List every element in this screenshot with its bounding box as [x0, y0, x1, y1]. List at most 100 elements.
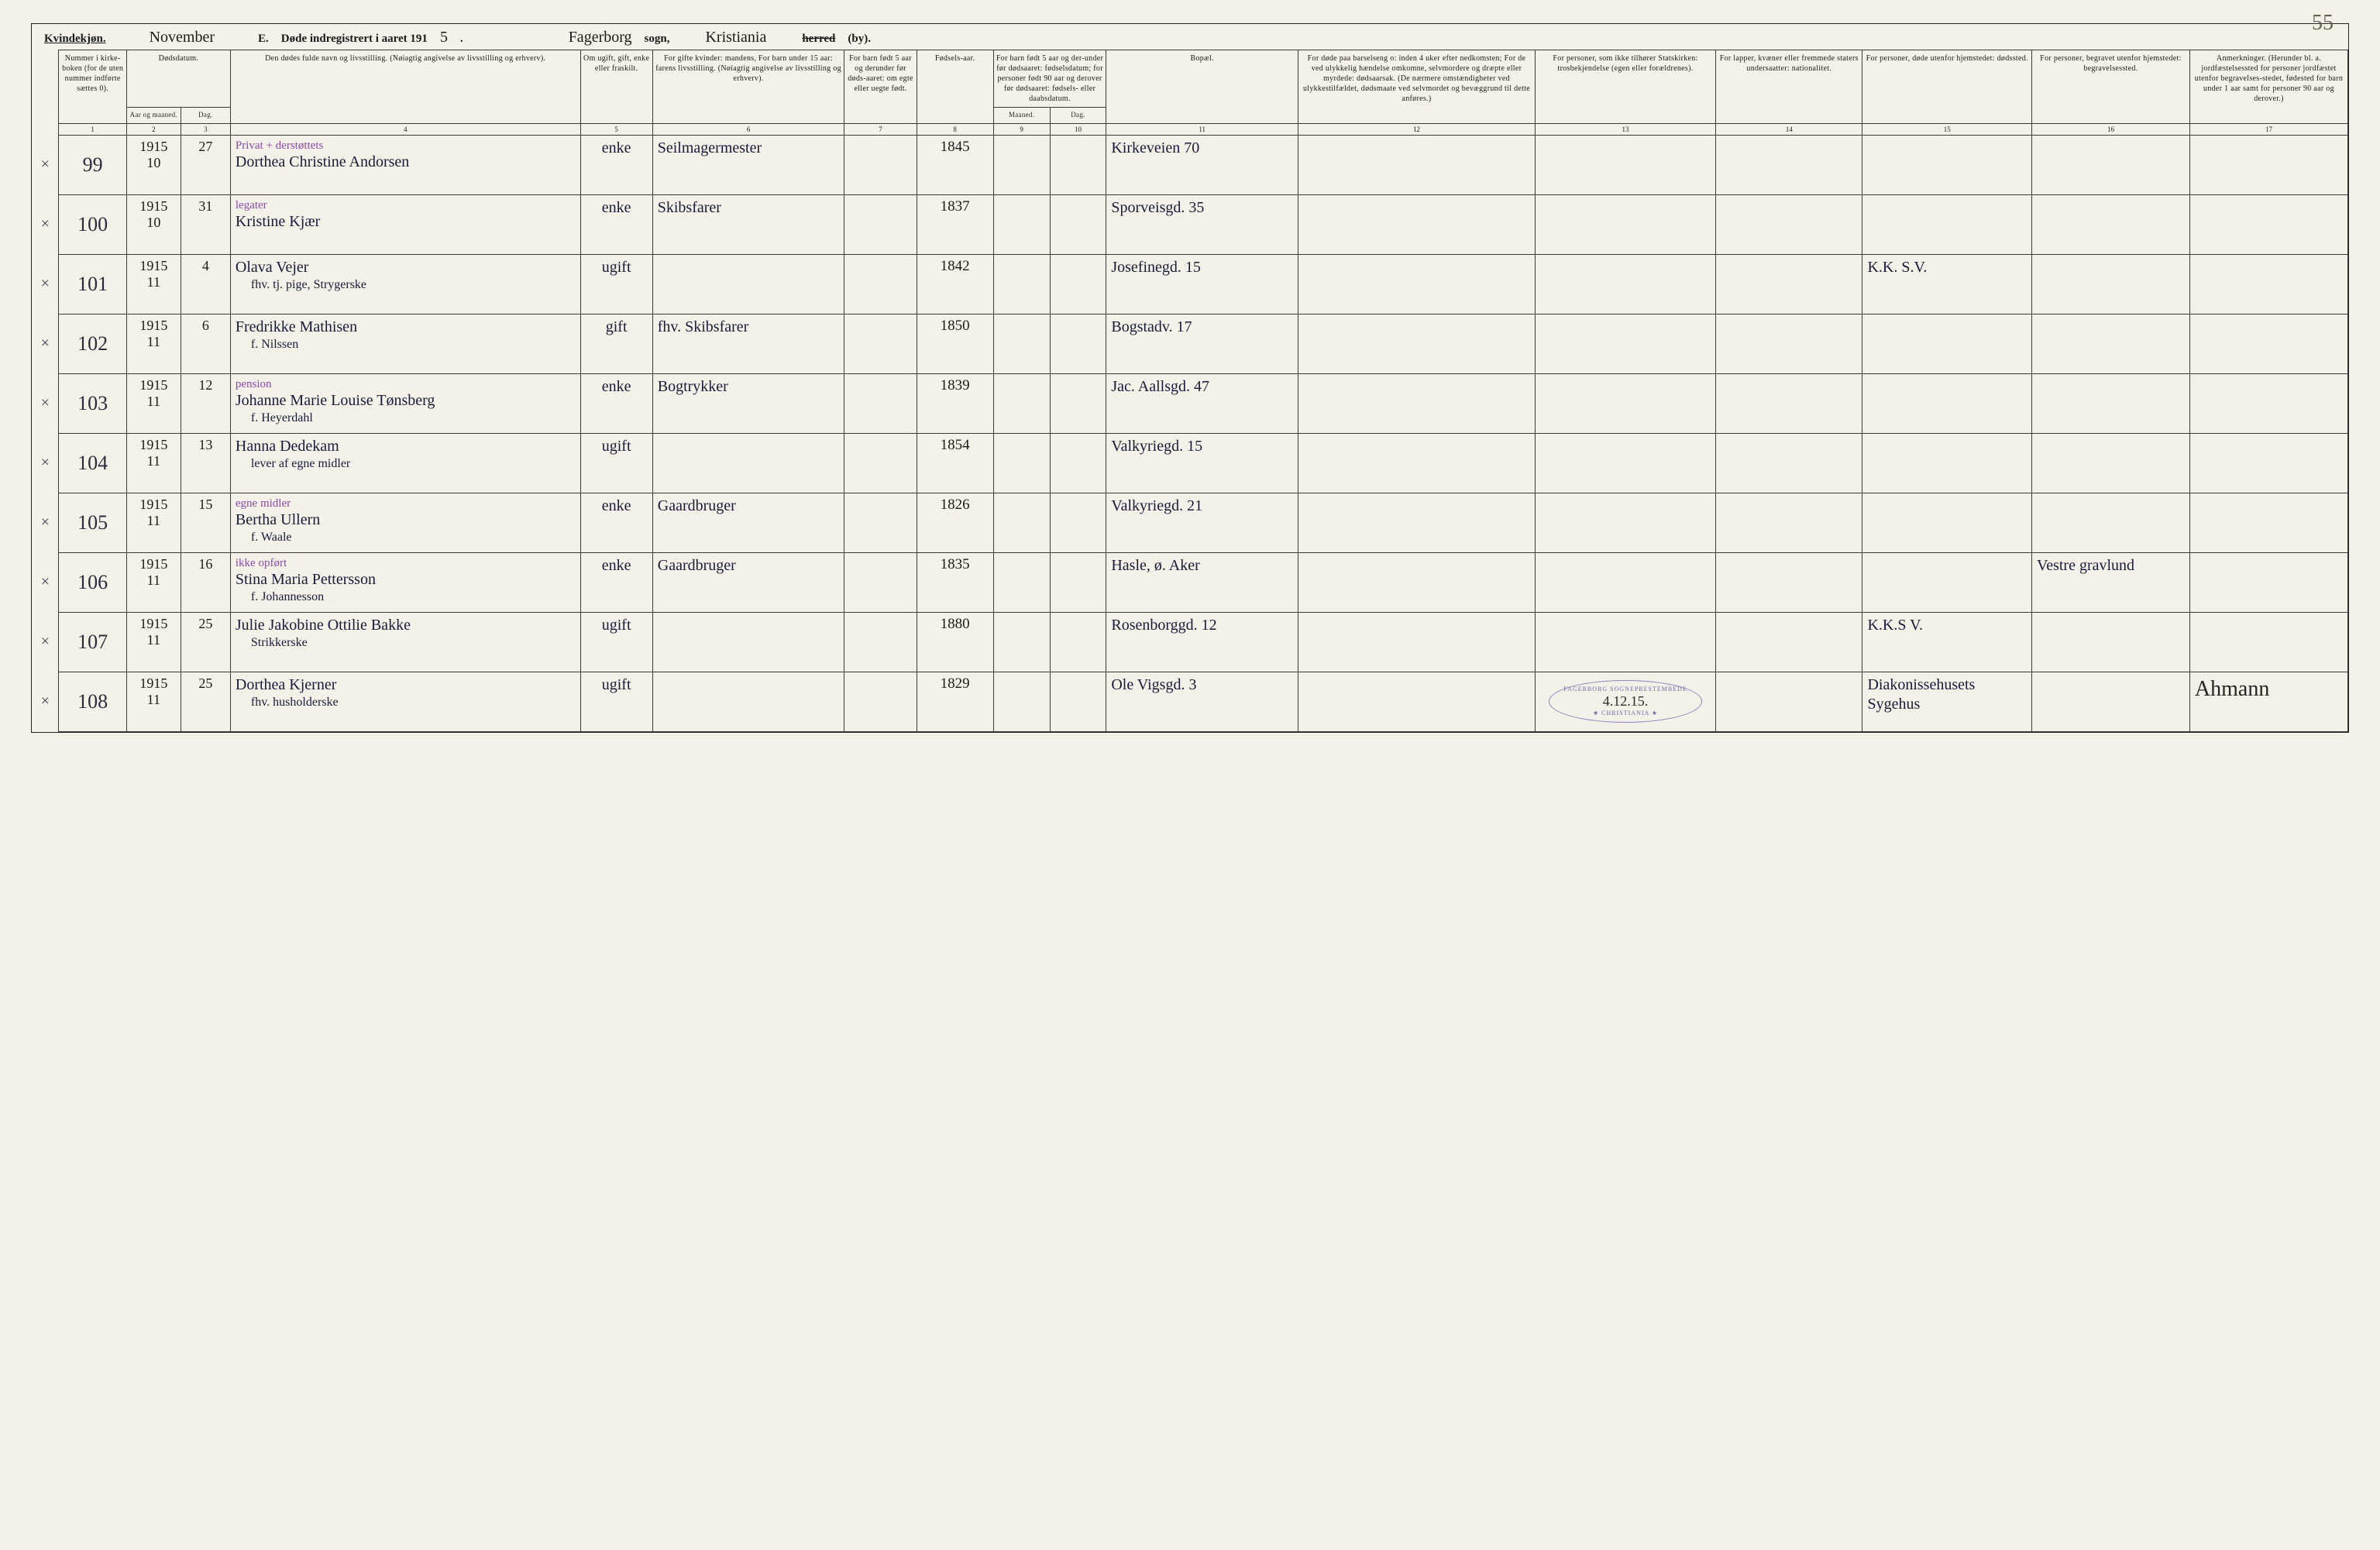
row-mark: ×: [32, 135, 59, 194]
trosbekjendelse: [1535, 493, 1715, 552]
nationality: [1716, 314, 1862, 373]
death-day: 15: [181, 493, 230, 552]
residence: Sporveisgd. 35: [1106, 194, 1298, 254]
colnum: 15: [1862, 123, 2032, 135]
register-page: Kvindekjøn. November E. Døde indregistre…: [31, 23, 2349, 733]
death-year-month: 191511: [126, 314, 181, 373]
trosbekjendelse: [1535, 433, 1715, 493]
place-of-death: K.K.S V.: [1862, 612, 2032, 672]
colnum: 10: [1050, 123, 1106, 135]
place-of-death: K.K. S.V.: [1862, 254, 2032, 314]
column-number-row: 1 2 3 4 5 6 7 8 9 10 11 12 13 14 15 16 1…: [32, 123, 2348, 135]
row-mark: ×: [32, 373, 59, 433]
row-number: 102: [59, 314, 126, 373]
marital-status: enke: [580, 493, 652, 552]
cause-of-death: [1298, 672, 1536, 731]
herred-strike: herred: [802, 33, 835, 46]
husband-occupation: Seilmagermester: [652, 135, 844, 194]
birth-day: [1050, 552, 1106, 612]
death-day: 16: [181, 552, 230, 612]
death-day: 6: [181, 314, 230, 373]
table-row: ×1011915114Olava Vejerfhv. tj. pige, Str…: [32, 254, 2348, 314]
birth-year: 1880: [917, 612, 993, 672]
birth-day: [1050, 254, 1106, 314]
name-cell: Julie Jakobine Ottilie BakkeStrikkerske: [230, 612, 580, 672]
colnum: 6: [652, 123, 844, 135]
marital-status: enke: [580, 135, 652, 194]
colnum: 1: [59, 123, 126, 135]
death-year-month: 191510: [126, 135, 181, 194]
col-header-8: Fødsels-aar.: [917, 50, 993, 124]
place-of-death: [1862, 493, 2032, 552]
colnum: 7: [844, 123, 917, 135]
nationality: [1716, 552, 1862, 612]
residence: Valkyriegd. 15: [1106, 433, 1298, 493]
col-header-13: For personer, som ikke tilhører Statskir…: [1535, 50, 1715, 124]
birth-month: [993, 433, 1050, 493]
cause-of-death: [1298, 373, 1536, 433]
person-name: Olava Vejer: [236, 259, 309, 276]
cause-of-death: [1298, 194, 1536, 254]
place-of-death: [1862, 552, 2032, 612]
nationality: [1716, 672, 1862, 731]
child-legitimacy: [844, 254, 917, 314]
table-row: ×10419151113Hanna Dedekamlever af egne m…: [32, 433, 2348, 493]
section-letter: E.: [258, 33, 269, 46]
row-number: 106: [59, 552, 126, 612]
colnum: 9: [993, 123, 1050, 135]
birth-year: 1826: [917, 493, 993, 552]
burial-place: [2031, 612, 2189, 672]
place-of-death: [1862, 135, 2032, 194]
person-name: Johanne Marie Louise Tønsberg: [236, 392, 435, 409]
name-cell: Fredrikke Mathisenf. Nilssen: [230, 314, 580, 373]
person-name: Dorthea Christine Andorsen: [236, 153, 409, 170]
page-header: Kvindekjøn. November E. Døde indregistre…: [32, 24, 2348, 50]
colnum: 2: [126, 123, 181, 135]
colnum: 14: [1716, 123, 1862, 135]
name-subline: lever af egne midler: [251, 456, 576, 472]
row-number: 104: [59, 433, 126, 493]
name-annotation: ikke opført: [236, 556, 576, 571]
month-handwritten: November: [150, 29, 215, 46]
death-day: 27: [181, 135, 230, 194]
marital-status: enke: [580, 552, 652, 612]
row-number: 100: [59, 194, 126, 254]
name-subline: Strikkerske: [251, 635, 576, 651]
residence: Rosenborggd. 12: [1106, 612, 1298, 672]
cause-of-death: [1298, 493, 1536, 552]
place-of-death: [1862, 433, 2032, 493]
birth-year: 1829: [917, 672, 993, 731]
child-legitimacy: [844, 135, 917, 194]
by-label: (by).: [848, 33, 871, 46]
husband-occupation: [652, 672, 844, 731]
birth-month: [993, 612, 1050, 672]
marital-status: gift: [580, 314, 652, 373]
birth-day: [1050, 314, 1106, 373]
trosbekjendelse: FAGERBORG SOGNEPRESTEMBEDE 4.12.15. ★ CH…: [1535, 672, 1715, 731]
birth-month: [993, 254, 1050, 314]
colnum: 17: [2189, 123, 2347, 135]
title-suffix: .: [460, 33, 463, 46]
cause-of-death: [1298, 552, 1536, 612]
birth-year: 1839: [917, 373, 993, 433]
name-subline: f. Waale: [251, 530, 576, 545]
nationality: [1716, 135, 1862, 194]
death-day: 12: [181, 373, 230, 433]
birth-day: [1050, 493, 1106, 552]
person-name: Fredrikke Mathisen: [236, 318, 357, 335]
row-mark: ×: [32, 552, 59, 612]
col-header-6: For gifte kvinder: mandens, For barn und…: [652, 50, 844, 124]
death-year-month: 191511: [126, 612, 181, 672]
colnum: 4: [230, 123, 580, 135]
birth-year: 1835: [917, 552, 993, 612]
death-day: 25: [181, 612, 230, 672]
col-header-2: Dødsdatum.: [126, 50, 230, 108]
death-year-month: 191511: [126, 672, 181, 731]
child-legitimacy: [844, 433, 917, 493]
col-subheader-dag: Dag.: [181, 108, 230, 124]
nationality: [1716, 254, 1862, 314]
col-header-16: For personer, begravet utenfor hjemstede…: [2031, 50, 2189, 124]
birth-month: [993, 135, 1050, 194]
birth-year: 1854: [917, 433, 993, 493]
cause-of-death: [1298, 254, 1536, 314]
